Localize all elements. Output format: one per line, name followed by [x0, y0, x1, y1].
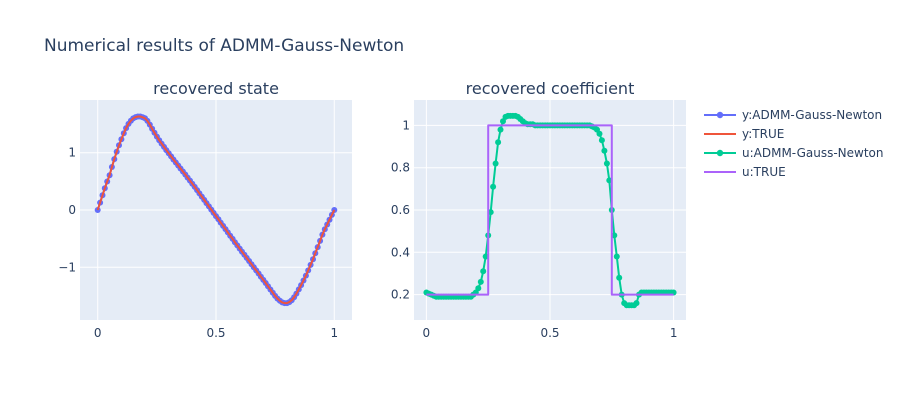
- x-tick-label: 0: [423, 326, 431, 340]
- data-point-u-admm-gauss-newton[interactable]: [477, 278, 484, 285]
- y-tick-label: 0.2: [391, 288, 410, 302]
- legend-label: u:TRUE: [742, 165, 786, 179]
- data-point-u-admm-gauss-newton[interactable]: [492, 160, 499, 167]
- series-line-y-true[interactable]: [96, 115, 336, 305]
- legend-item-u-admm[interactable]: u:ADMM-Gauss-Newton: [704, 146, 884, 160]
- y-tick-label: 0.4: [391, 245, 410, 259]
- data-point-u-admm-gauss-newton[interactable]: [616, 274, 623, 281]
- y-tick-label: 1: [68, 146, 76, 160]
- data-point-u-admm-gauss-newton[interactable]: [490, 183, 497, 190]
- data-point-u-admm-gauss-newton[interactable]: [497, 126, 504, 133]
- x-tick-label: 0.5: [540, 326, 559, 340]
- legend-label: y:ADMM-Gauss-Newton: [742, 108, 882, 122]
- legend-label: y:TRUE: [742, 127, 784, 141]
- coefficient-panel: 0 0.5 1 0.2 0.4 0.6 0.8 1 recovered coefficient: [391, 79, 686, 340]
- data-point-u-admm-gauss-newton[interactable]: [613, 253, 620, 260]
- state-subplot-title: recovered state: [153, 79, 279, 98]
- legend: y:ADMM-Gauss-Newton y:TRUE u:ADMM-Gauss-…: [704, 108, 884, 179]
- data-point-u-admm-gauss-newton[interactable]: [603, 160, 610, 167]
- y-tick-label: 0.8: [391, 161, 410, 175]
- coefficient-tick-labels: 0 0.5 1 0.2 0.4 0.6 0.8 1: [391, 118, 678, 340]
- legend-label: u:ADMM-Gauss-Newton: [742, 146, 884, 160]
- figure-title: Numerical results of ADMM-Gauss-Newton: [44, 36, 404, 56]
- x-tick-label: 0.5: [206, 326, 225, 340]
- data-point-u-admm-gauss-newton[interactable]: [596, 130, 603, 137]
- legend-item-y-true[interactable]: y:TRUE: [704, 127, 784, 141]
- y-tick-label: 0: [68, 203, 76, 217]
- y-tick-label: 1: [402, 118, 410, 132]
- x-tick-label: 1: [670, 326, 678, 340]
- state-panel: 0 0.5 1 −1 0 1 recovered state: [58, 79, 352, 340]
- data-point-u-admm-gauss-newton[interactable]: [475, 285, 482, 292]
- coefficient-subplot-title: recovered coefficient: [466, 79, 635, 98]
- y-tick-label: −1: [58, 260, 76, 274]
- x-tick-label: 1: [330, 326, 338, 340]
- state-series-lines: [94, 113, 338, 307]
- legend-swatch-marker: [716, 111, 724, 119]
- data-point-u-admm-gauss-newton[interactable]: [601, 147, 608, 154]
- data-point-u-admm-gauss-newton[interactable]: [633, 300, 640, 307]
- legend-item-y-admm[interactable]: y:ADMM-Gauss-Newton: [704, 108, 882, 122]
- series-line-u-true[interactable]: [426, 124, 674, 296]
- x-tick-label: 0: [94, 326, 102, 340]
- data-point-u-admm-gauss-newton[interactable]: [480, 268, 487, 275]
- y-tick-label: 0.6: [391, 203, 410, 217]
- legend-item-u-true[interactable]: u:TRUE: [704, 165, 786, 179]
- state-tick-labels: 0 0.5 1 −1 0 1: [58, 146, 338, 340]
- data-point-u-admm-gauss-newton[interactable]: [495, 139, 502, 146]
- coefficient-series-lines: [423, 112, 677, 309]
- legend-swatch-marker: [716, 149, 724, 157]
- data-point-u-admm-gauss-newton[interactable]: [598, 137, 605, 144]
